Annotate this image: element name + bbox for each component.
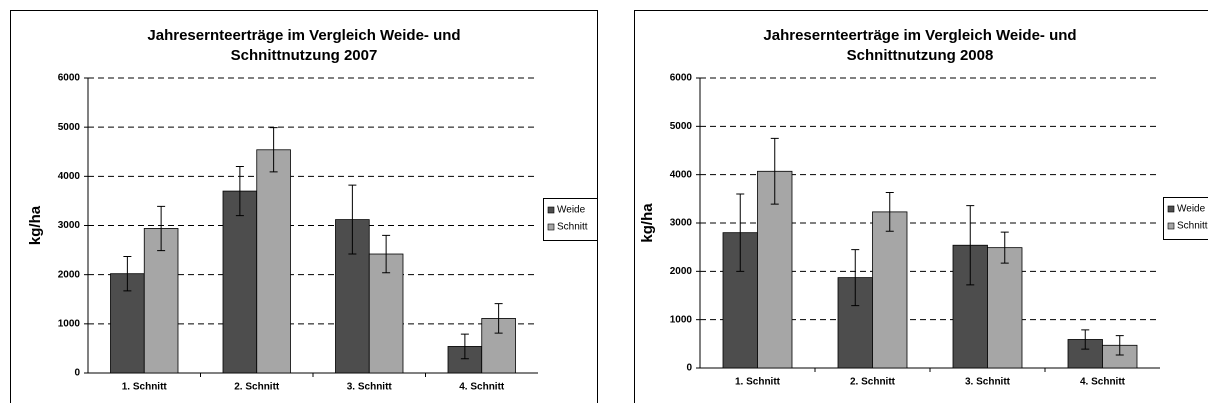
y-tick-label: 2000 (58, 269, 81, 280)
x-tick-label: 3. Schnitt (965, 377, 1011, 388)
chart-title: Jahresernteerträge im Vergleich Weide- u… (147, 27, 460, 44)
x-tick-label: 3. Schnitt (347, 382, 393, 393)
x-tick-label: 2. Schnitt (234, 382, 280, 393)
legend-label: Weide (557, 205, 586, 216)
chart-title: Jahresernteerträge im Vergleich Weide- u… (763, 27, 1076, 44)
error-bar (494, 303, 503, 334)
error-bar (269, 127, 278, 173)
legend-label: Schnitt (1177, 221, 1208, 232)
y-tick-label: 3000 (58, 220, 81, 231)
bar (143, 228, 179, 374)
y-tick-label: 2000 (670, 266, 693, 277)
error-bar (1115, 335, 1124, 356)
y-axis-title: kg/ha (27, 205, 44, 245)
legend-swatch (1167, 205, 1175, 213)
legend (543, 198, 598, 241)
y-tick-label: 1000 (670, 314, 693, 325)
y-tick-label: 0 (686, 363, 692, 374)
error-bar (382, 234, 391, 274)
error-bar (1081, 329, 1090, 350)
error-bar (460, 333, 469, 360)
error-bar (851, 249, 860, 307)
y-tick-label: 5000 (58, 122, 81, 133)
y-tick-label: 1000 (58, 318, 81, 329)
y-tick-label: 4000 (58, 171, 81, 182)
error-bar (736, 193, 745, 272)
legend-swatch (547, 206, 555, 214)
bar (368, 253, 404, 374)
error-bar (770, 137, 779, 205)
legend-label: Schnitt (557, 222, 588, 233)
chart-title: Schnittnutzung 2007 (231, 47, 378, 64)
y-tick-label: 0 (74, 368, 80, 379)
y-tick-label: 6000 (670, 73, 693, 84)
error-bar (1000, 231, 1009, 264)
legend (1163, 197, 1208, 240)
bar (987, 247, 1023, 369)
x-tick-label: 4. Schnitt (459, 382, 505, 393)
x-tick-label: 1. Schnitt (122, 382, 168, 393)
chart-title: Schnittnutzung 2008 (847, 47, 994, 64)
legend-swatch (547, 223, 555, 231)
x-tick-label: 2. Schnitt (850, 377, 896, 388)
error-bar (157, 205, 166, 252)
error-bar (348, 184, 357, 255)
bar (222, 190, 258, 374)
error-bar (123, 255, 132, 292)
legend-swatch (1167, 222, 1175, 230)
bar (872, 211, 908, 369)
y-axis-title: kg/ha (639, 203, 656, 243)
chart-frame (634, 10, 1208, 403)
y-tick-label: 6000 (58, 73, 81, 84)
legend-label: Weide (1177, 204, 1206, 215)
error-bar (885, 192, 894, 232)
y-tick-label: 3000 (670, 218, 693, 229)
x-tick-label: 1. Schnitt (735, 377, 781, 388)
error-bar (966, 205, 975, 286)
bar (256, 149, 291, 374)
y-tick-label: 5000 (670, 121, 693, 132)
y-tick-label: 4000 (670, 169, 693, 180)
error-bar (235, 166, 244, 217)
x-tick-label: 4. Schnitt (1080, 377, 1126, 388)
